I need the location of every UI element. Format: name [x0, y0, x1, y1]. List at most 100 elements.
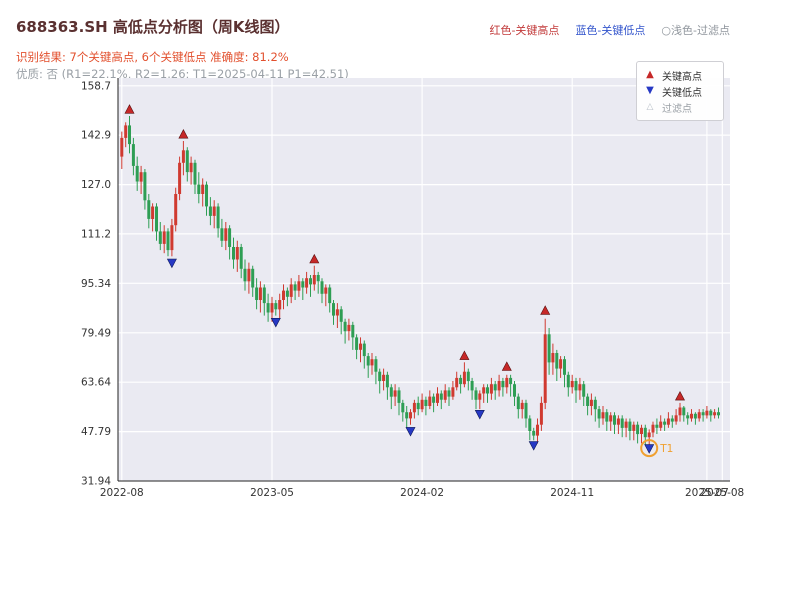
t1-circle	[640, 439, 659, 458]
candle-body	[155, 206, 158, 232]
candle-body	[189, 162, 193, 173]
candle-body	[139, 172, 143, 182]
candle-body	[120, 137, 124, 157]
candle-body	[578, 384, 582, 391]
candle-body	[597, 409, 601, 419]
legend-row-key-high: ▲ 关键高点	[644, 67, 716, 83]
candle-body	[170, 225, 174, 251]
candle-body	[462, 371, 466, 385]
candle-body	[686, 415, 690, 419]
y-tick-label: 79.49	[81, 327, 111, 339]
candle-body	[636, 424, 640, 435]
x-tick-label: 2024-11	[550, 487, 594, 499]
key-high-marker	[540, 305, 551, 315]
candle-body	[570, 381, 574, 388]
candle-body	[355, 337, 359, 350]
y-tick-label: 127.0	[81, 179, 111, 191]
candle-body	[174, 194, 178, 226]
candle-body	[505, 377, 509, 388]
legend-label-filtered: 过滤点	[662, 103, 692, 115]
candle-body	[274, 303, 278, 310]
candle-body	[455, 377, 459, 388]
y-tick-label: 142.9	[81, 130, 111, 142]
candle-body	[332, 303, 335, 316]
candle-body	[451, 387, 455, 397]
key-low-marker	[474, 410, 485, 420]
candle-body	[401, 402, 405, 413]
header-legend-key-low: 蓝色-关键低点	[575, 24, 646, 37]
key-high-marker	[309, 253, 320, 264]
candle-body	[501, 381, 505, 388]
candle-body	[262, 287, 266, 304]
candle-body	[682, 407, 686, 416]
candle-body	[432, 396, 436, 403]
candle-body	[624, 421, 628, 428]
candle-body	[566, 374, 570, 388]
x-tick-label: 2023-05	[250, 487, 294, 499]
candle-body	[197, 184, 201, 194]
candle-body	[235, 247, 239, 260]
candle-body	[393, 390, 397, 397]
candle-body	[216, 206, 220, 229]
candle-body	[574, 381, 578, 391]
candle-body	[412, 402, 416, 413]
candle-body	[305, 278, 309, 288]
candle-body	[135, 165, 139, 182]
candle-body	[524, 402, 528, 419]
key-low-marker	[644, 444, 655, 454]
candle-body	[201, 184, 205, 194]
candle-body	[282, 290, 285, 300]
candle-body	[301, 281, 305, 288]
page-title: 688363.SH 高低点分析图（周K线图）	[16, 18, 290, 36]
candle-body	[632, 424, 636, 431]
candle-body	[239, 247, 243, 269]
candle-body	[655, 424, 659, 428]
candle-body	[420, 399, 424, 410]
candle-body	[582, 384, 586, 397]
candle-body	[232, 247, 235, 260]
candle-body	[539, 402, 543, 425]
candle-body	[124, 125, 128, 138]
candle-body	[609, 415, 613, 422]
candle-body	[605, 412, 609, 422]
candle-body	[328, 287, 332, 304]
candle-body	[389, 387, 393, 397]
quality-line: 优质: 否 (R1=22.1%, R2=1.26; T1=2025-04-11 …	[16, 67, 349, 81]
candle-body	[670, 418, 674, 422]
candle-body	[251, 268, 255, 288]
y-tick-label: 63.64	[81, 377, 111, 389]
y-tick-label: 111.2	[81, 228, 111, 240]
candle-body	[343, 321, 347, 332]
candle-body	[628, 421, 632, 431]
legend-row-filtered: △ 过滤点	[644, 99, 716, 115]
candle-body	[185, 150, 189, 173]
candle-body	[312, 275, 316, 285]
key-low-marker	[528, 441, 539, 451]
candle-body	[705, 410, 709, 416]
candle-body	[258, 287, 262, 300]
candle-body	[678, 407, 682, 416]
y-tick-label: 95.34	[81, 278, 111, 290]
candle-body	[255, 287, 259, 300]
candle-body	[674, 415, 678, 422]
candle-body	[212, 206, 216, 216]
candle-body	[128, 125, 131, 145]
key-high-marker	[675, 390, 685, 401]
candle-body	[536, 424, 539, 436]
header-legend: 红色-关键高点 蓝色-关键低点 ○浅色-过滤点	[489, 22, 730, 38]
candle-body	[339, 309, 343, 322]
candle-body	[178, 162, 182, 194]
candle-body	[416, 402, 420, 410]
candle-body	[459, 377, 463, 385]
candle-body	[563, 359, 566, 375]
candle-body	[693, 413, 697, 419]
filtered-point-triangle-icon: △	[646, 102, 654, 112]
candle-body	[640, 427, 643, 434]
candle-body	[513, 384, 516, 397]
candle-body	[543, 334, 547, 403]
candle-body	[516, 396, 520, 410]
candle-body	[266, 303, 270, 313]
candle-body	[228, 228, 232, 247]
